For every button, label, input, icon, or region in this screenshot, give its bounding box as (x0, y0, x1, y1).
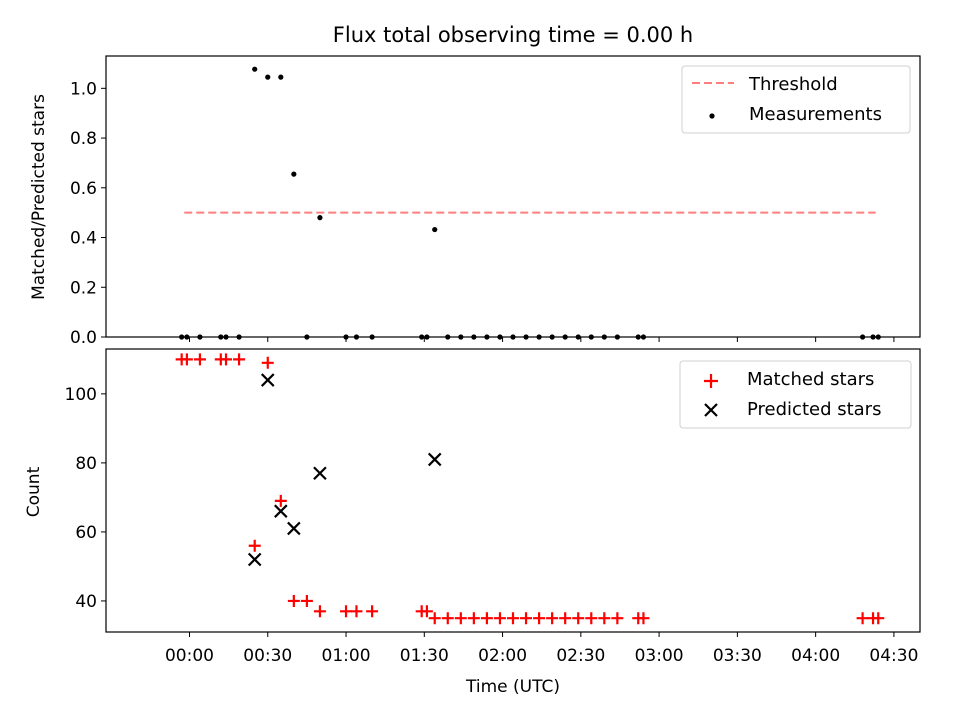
top-y-tick-label: 0.4 (70, 229, 97, 249)
chart-title: Flux total observing time = 0.00 h (333, 23, 693, 47)
top-y-tick-label: 0.0 (70, 328, 97, 348)
bottom-panel: Count 40 60 80 100 00:00 00:30 01:00 01:30 02:0… (24, 348, 921, 666)
top-legend-box (681, 65, 911, 134)
top-panel: Matched/Predicted stars 0.0 0.2 0.4 0.6 0.8 1… (29, 55, 921, 348)
matched-star-point (520, 612, 533, 625)
matched-star-point (856, 612, 869, 625)
predicted-star-point (427, 452, 442, 467)
predicted-star-point (260, 373, 275, 387)
top-y-tick-label: 1.0 (70, 79, 97, 99)
matched-star-point (598, 612, 611, 625)
x-tick-label: 00:30 (243, 646, 292, 666)
bottom-plot-area (175, 353, 885, 625)
matched-star-point (261, 356, 274, 369)
x-tick-label: 04:00 (791, 646, 840, 666)
matched-star-point (300, 594, 313, 607)
matched-star-point (220, 353, 233, 366)
matched-star-point (559, 612, 572, 625)
bottom-legend: Matched stars Predicted stars (679, 360, 912, 429)
bottom-axes-frame (105, 348, 921, 633)
matched-star-point (420, 605, 433, 618)
matched-star-point (546, 612, 559, 625)
matched-star-point (180, 353, 193, 366)
matched-star-point (274, 494, 287, 507)
x-tick-label: 01:00 (322, 646, 371, 666)
matched-star-point (467, 612, 480, 625)
matched-star-point (507, 612, 519, 625)
legend-matched-label: Matched stars (747, 369, 874, 390)
matched-star-point (585, 612, 598, 625)
matched-star-point (533, 612, 546, 625)
matched-star-point (637, 612, 650, 625)
bottom-y-axis: 40 60 80 100 (65, 385, 106, 612)
bottom-y-tick-label: 100 (65, 385, 97, 405)
x-tick-label: 01:30 (400, 646, 449, 666)
legend-measurements-label: Measurements (749, 104, 882, 125)
x-tick-label: 04:30 (869, 646, 918, 666)
measurement-point (265, 74, 271, 80)
legend-threshold-label: Threshold (748, 74, 838, 95)
top-y-tick-label: 0.6 (70, 179, 97, 199)
matched-star-point (480, 612, 493, 625)
top-axes-frame (105, 55, 921, 338)
measurement-point (432, 226, 438, 233)
matched-star-point (287, 594, 300, 607)
matched-star-point (493, 612, 506, 625)
matched-star-point (340, 605, 353, 618)
legend-predicted-label: Predicted stars (747, 399, 881, 420)
bottom-y-tick-label: 80 (75, 454, 97, 474)
bottom-y-tick-label: 60 (75, 523, 97, 543)
matched-star-point (233, 353, 246, 366)
matched-star-point (193, 353, 206, 366)
matched-star-point (313, 605, 326, 618)
x-tick-label: 02:30 (556, 646, 605, 666)
x-tick-label: 03:30 (713, 646, 762, 666)
matched-star-point (428, 612, 441, 625)
top-y-tick-label: 0.8 (70, 129, 97, 149)
x-tick-label: 03:00 (635, 646, 684, 666)
top-x-axis (188, 337, 895, 342)
legend-measurements-swatch (709, 113, 715, 119)
bottom-ylabel: Count (24, 466, 44, 517)
top-legend: Threshold Measurements (681, 65, 911, 134)
predicted-star-point (274, 504, 288, 518)
top-ylabel: Matched/Predicted stars (29, 94, 49, 300)
matched-star-point (611, 612, 624, 625)
measurement-point (278, 74, 284, 80)
predicted-star-point (247, 552, 262, 567)
matched-star-point (454, 612, 467, 625)
x-axis-label: Time (UTC) (465, 677, 560, 697)
measurement-point (291, 171, 297, 177)
matched-star-point (872, 612, 885, 625)
x-tick-label: 00:00 (165, 646, 214, 666)
predicted-star-point (313, 466, 327, 481)
top-y-axis: 0.0 0.2 0.4 0.6 0.8 1.0 (70, 79, 106, 348)
legend-predicted-swatch (704, 403, 718, 417)
bottom-legend-box (679, 360, 912, 429)
measurement-point (317, 215, 323, 221)
matched-star-point (366, 605, 379, 618)
matched-star-point (441, 612, 454, 625)
bottom-x-axis: 00:00 00:30 01:00 01:30 02:00 02:30 03:00 03:30… (165, 632, 918, 666)
bottom-y-tick-label: 40 (75, 592, 97, 612)
legend-matched-swatch (704, 374, 718, 388)
matched-star-point (350, 605, 363, 618)
measurement-point (252, 66, 258, 72)
x-tick-label: 02:00 (478, 646, 527, 666)
predicted-star-point (287, 521, 301, 536)
matched-star-point (572, 612, 585, 625)
matched-star-point (248, 539, 261, 552)
top-y-tick-label: 0.2 (70, 278, 97, 298)
